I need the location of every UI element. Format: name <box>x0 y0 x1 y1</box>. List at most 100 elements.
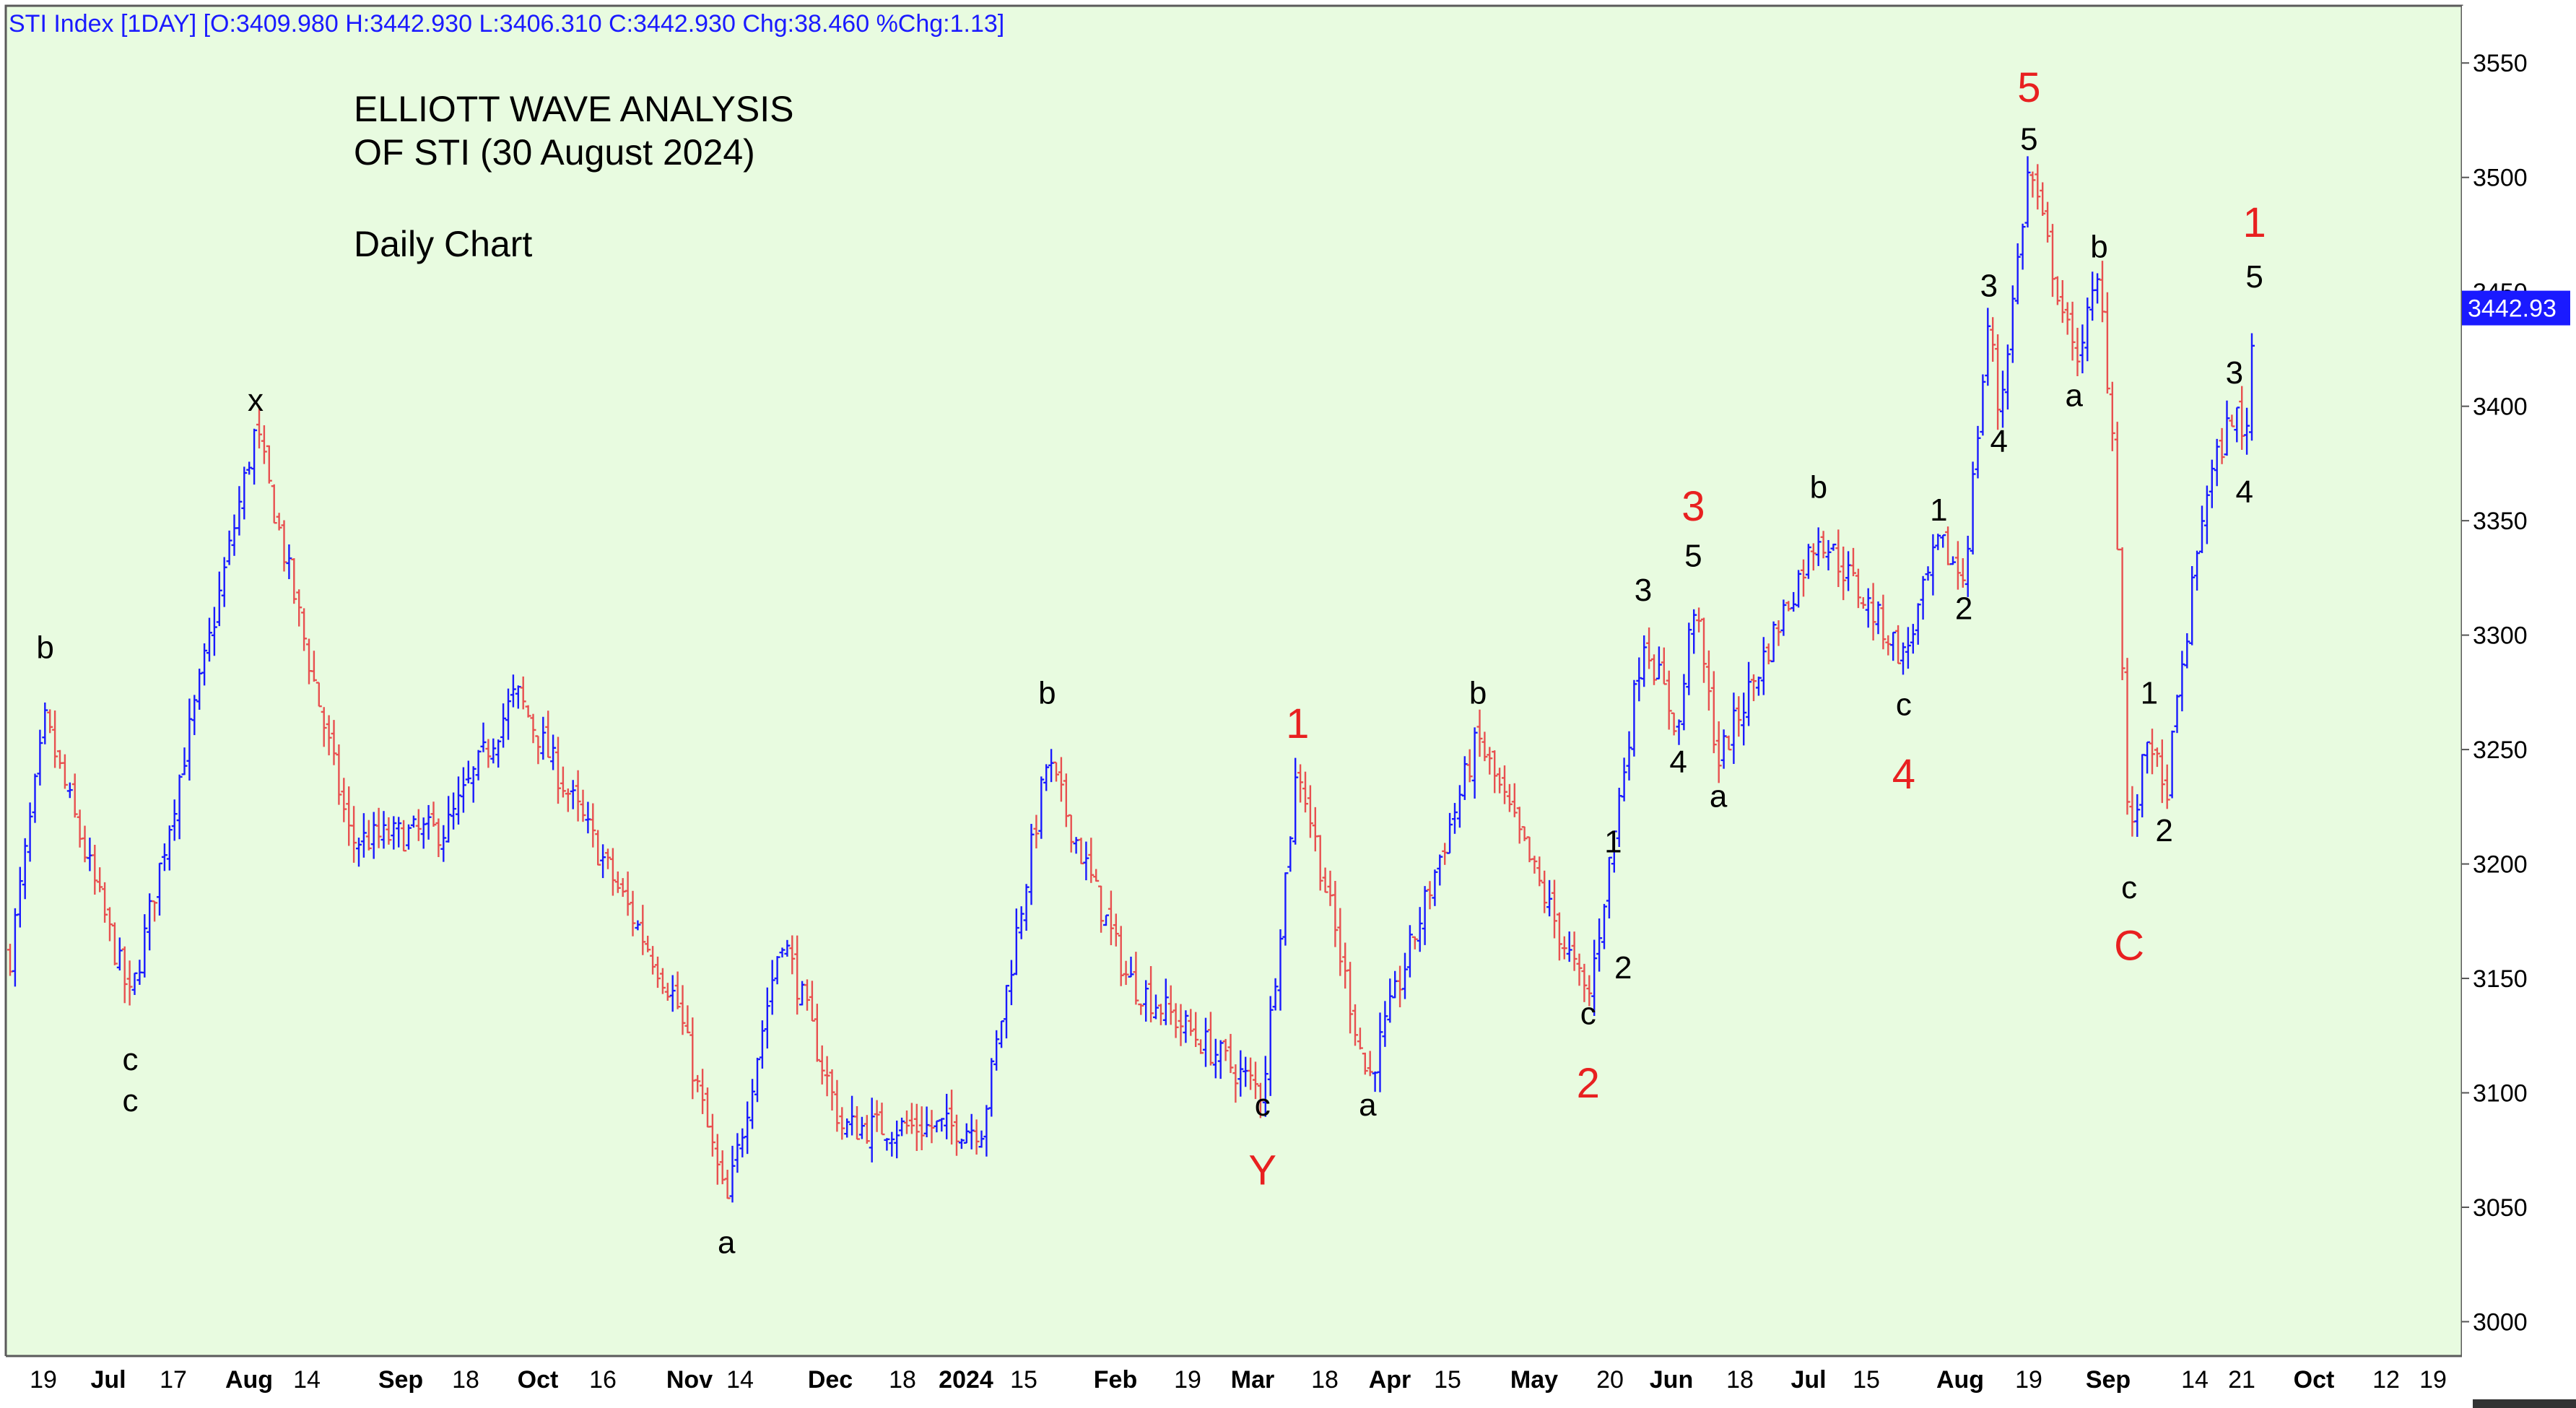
ohlc-bar <box>1990 317 1996 362</box>
plot-background <box>4 4 2463 1357</box>
ohlc-bar <box>71 773 78 818</box>
ohlc-bar <box>1232 1064 1239 1103</box>
ohlc-bar <box>769 960 775 1015</box>
ohlc-bar <box>1162 978 1169 1025</box>
y-axis: 3000305031003150320032503300335034003450… <box>2462 50 2528 1336</box>
ohlc-bar <box>784 939 791 957</box>
ohlc-bar <box>1601 903 1607 949</box>
ohlc-bar <box>1502 765 1507 804</box>
x-tick-label: 14 <box>293 1366 321 1394</box>
ohlc-bar <box>525 705 531 718</box>
ohlc-bar <box>1212 1038 1219 1079</box>
ohlc-bar <box>754 1057 760 1103</box>
x-tick-label: Jun <box>1650 1366 1693 1394</box>
ohlc-bar <box>470 766 477 803</box>
ohlc-bar <box>1043 764 1050 791</box>
ohlc-bar <box>1801 559 1806 597</box>
ohlc-bar <box>655 956 661 988</box>
ohlc-bar <box>406 824 412 850</box>
ohlc-bar <box>191 695 198 736</box>
ohlc-bar <box>1736 696 1742 737</box>
ohlc-bar <box>375 807 382 848</box>
ohlc-bar <box>1402 952 1408 999</box>
ohlc-bar <box>52 710 58 768</box>
ohlc-bar <box>1143 980 1149 1022</box>
ohlc-bar <box>445 796 452 843</box>
ohlc-bar <box>1083 841 1089 881</box>
ohlc-bar <box>734 1133 741 1173</box>
ohlc-bar <box>2174 695 2180 734</box>
ohlc-bar <box>545 710 552 758</box>
ohlc-bar <box>2024 156 2031 227</box>
ohlc-bar <box>1726 735 1732 751</box>
ohlc-bar <box>2169 730 2175 799</box>
ohlc-bar <box>1432 869 1438 906</box>
wave-label-minor: 4 <box>1990 424 2007 459</box>
ohlc-bar <box>2234 407 2240 443</box>
ohlc-bar <box>226 530 232 565</box>
x-tick-label: 15 <box>1010 1366 1037 1394</box>
wave-label-minor: c <box>1580 996 1596 1031</box>
x-tick-label: 17 <box>160 1366 187 1394</box>
ohlc-bar <box>1915 603 1921 645</box>
ohlc-bar <box>1108 890 1114 946</box>
ohlc-bar <box>211 607 217 656</box>
ohlc-bar <box>2214 438 2220 487</box>
ohlc-bar <box>1023 884 1030 931</box>
ohlc-bar <box>435 818 442 858</box>
x-tick-label: 18 <box>1311 1366 1339 1394</box>
wave-label-minor: c <box>1255 1087 1271 1123</box>
ohlc-bar <box>326 715 332 756</box>
ohlc-bar <box>1322 867 1328 893</box>
ohlc-bar <box>2154 747 2160 768</box>
x-tick-label: 18 <box>889 1366 916 1394</box>
chart-title-line1: ELLIOTT WAVE ANALYSIS <box>354 89 793 129</box>
ohlc-bar <box>331 720 337 765</box>
ohlc-bar <box>490 738 497 764</box>
ohlc-bar <box>580 789 586 822</box>
ohlc-bar <box>1666 670 1672 730</box>
x-tick-label: 14 <box>2181 1366 2209 1394</box>
wave-label-minor: b <box>1038 676 1056 711</box>
ohlc-bar <box>351 806 357 863</box>
ohlc-bar <box>126 960 133 1006</box>
ohlc-bar <box>684 1005 691 1034</box>
ohlc-bar <box>2124 658 2131 815</box>
ohlc-bar <box>22 838 28 900</box>
ohlc-bar <box>804 979 810 1011</box>
ohlc-bar <box>1671 712 1677 736</box>
ohlc-bar <box>291 558 297 604</box>
ohlc-bar <box>794 935 801 1015</box>
ohlc-bar <box>764 987 770 1049</box>
ohlc-bar <box>316 682 322 708</box>
y-tick-label: 3550 <box>2473 50 2528 77</box>
ohlc-bar <box>1248 1057 1254 1090</box>
ohlc-bar <box>1830 543 1837 551</box>
ohlc-bar <box>1253 1061 1258 1100</box>
ohlc-bar <box>186 698 193 781</box>
x-tick-label: Jul <box>1790 1366 1826 1394</box>
ohlc-bar <box>460 767 466 813</box>
x-tick-label: 15 <box>1434 1366 1461 1394</box>
ohlc-bar <box>97 867 103 892</box>
ohlc-bar <box>1382 1001 1388 1047</box>
ohlc-bar <box>1198 1039 1204 1054</box>
corner-scroll-handle[interactable] <box>2473 1399 2576 1408</box>
ohlc-bar <box>152 900 158 922</box>
ohlc-bar <box>1053 761 1059 782</box>
ohlc-bar <box>1282 872 1289 946</box>
ohlc-bar <box>1746 661 1752 726</box>
wave-label-minor: 5 <box>2245 259 2263 295</box>
ohlc-bar <box>256 406 262 449</box>
x-tick-label: 19 <box>2419 1366 2447 1394</box>
wave-label-minor: b <box>1469 676 1487 711</box>
ohlc-bar <box>1840 547 1847 601</box>
ohlc-bar <box>1964 536 1971 597</box>
ohlc-bar <box>1681 674 1687 731</box>
ohlc-bar <box>1561 936 1567 960</box>
x-tick-label: 18 <box>1726 1366 1754 1394</box>
wave-label-minor: 5 <box>1684 539 1702 574</box>
ohlc-bar <box>1183 1010 1189 1043</box>
ohlc-bar <box>2144 741 2151 774</box>
ohlc-bar <box>2045 201 2051 243</box>
